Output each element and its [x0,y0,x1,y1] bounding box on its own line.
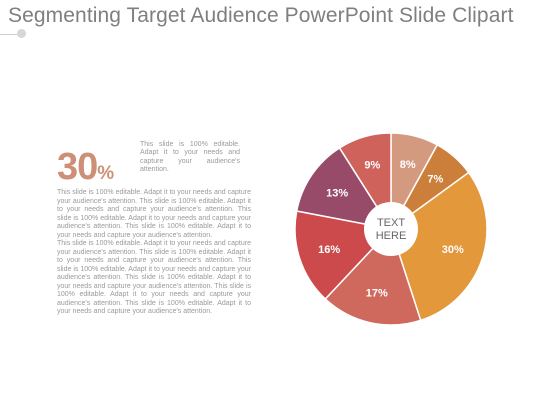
highlight-caption: This slide is 100% editable. Adapt it to… [140,141,240,174]
pie-center-circle [364,202,418,256]
body-text: This slide is 100% editable. Adapt it to… [57,189,251,317]
highlight-value: 30 [57,146,98,188]
highlight-symbol: % [97,163,115,184]
title-bullet-dot [17,29,26,38]
body-paragraph: This slide is 100% editable. Adapt it to… [57,240,251,315]
pie-center-label: TEXT [377,217,405,229]
pie-center-label: HERE [376,230,407,242]
body-paragraph: This slide is 100% editable. Adapt it to… [57,189,251,239]
pie-slice [295,146,393,231]
pie-slice [390,171,488,322]
title-underline [0,34,19,35]
slide-title: Segmenting Target Audience PowerPoint Sl… [8,4,514,27]
highlight-percentage: 30% [57,146,114,189]
pie-slice-label: 16% [318,244,340,256]
pie-slice-label: 9% [364,160,380,172]
pie-slice-label: 30% [442,244,464,256]
pie-slice [338,132,392,232]
pie-slice-label: 13% [326,188,348,200]
pie-slice-label: 8% [400,159,416,171]
pie-slice-label: 7% [427,174,443,186]
pie-slice-label: 17% [366,287,388,299]
